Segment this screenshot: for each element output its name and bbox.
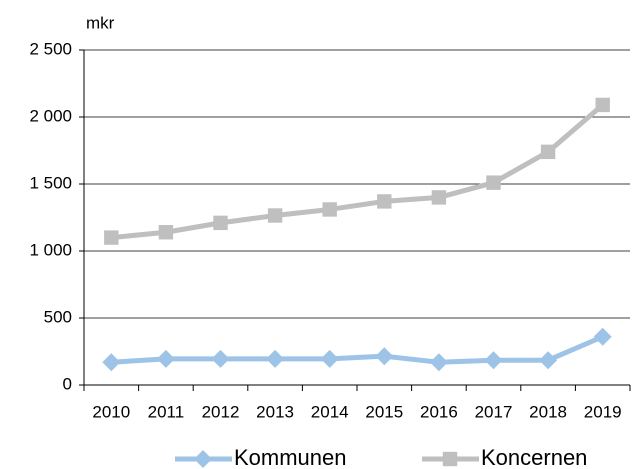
x-tick-label: 2018 xyxy=(529,402,567,421)
x-tick-label: 2012 xyxy=(202,402,240,421)
point-marker xyxy=(156,349,175,368)
point-marker xyxy=(213,215,228,231)
point-marker xyxy=(429,353,448,372)
legend-label: Koncernen xyxy=(481,445,587,469)
series-line xyxy=(111,334,604,365)
point-marker xyxy=(267,208,283,223)
y-tick-label: 2 000 xyxy=(29,106,72,125)
y-tick-label: 0 xyxy=(63,374,72,393)
point-marker xyxy=(102,353,121,372)
series-line xyxy=(111,103,605,241)
x-tick-label: 2014 xyxy=(311,402,349,421)
y-axis-label: mkr xyxy=(86,13,115,32)
point-marker xyxy=(593,327,612,346)
point-marker xyxy=(486,175,501,190)
legend-label: Kommunen xyxy=(234,445,347,469)
point-marker xyxy=(320,349,339,368)
y-tick-label: 1 000 xyxy=(29,240,72,259)
point-marker xyxy=(375,347,394,366)
x-tick-label: 2011 xyxy=(148,402,185,421)
point-marker xyxy=(539,351,558,370)
point-marker xyxy=(484,351,503,370)
x-tick-label: 2019 xyxy=(584,402,622,421)
point-marker xyxy=(377,194,392,209)
point-marker xyxy=(266,349,285,368)
y-tick-label: 2 500 xyxy=(29,39,72,58)
x-tick-label: 2017 xyxy=(475,402,513,421)
point-marker xyxy=(211,349,230,368)
legend-marker xyxy=(442,451,458,467)
legend-marker xyxy=(194,450,212,468)
x-tick-label: 2015 xyxy=(365,402,403,421)
point-marker xyxy=(540,144,556,160)
point-marker xyxy=(431,190,447,205)
point-marker xyxy=(322,202,337,217)
point-marker xyxy=(104,230,119,245)
point-marker xyxy=(158,225,174,240)
x-tick-label: 2013 xyxy=(256,402,294,421)
x-tick-label: 2016 xyxy=(420,402,458,421)
y-tick-label: 500 xyxy=(44,307,72,326)
y-tick-label: 1 500 xyxy=(29,173,72,192)
point-marker xyxy=(595,97,610,113)
x-tick-label: 2010 xyxy=(92,402,130,421)
